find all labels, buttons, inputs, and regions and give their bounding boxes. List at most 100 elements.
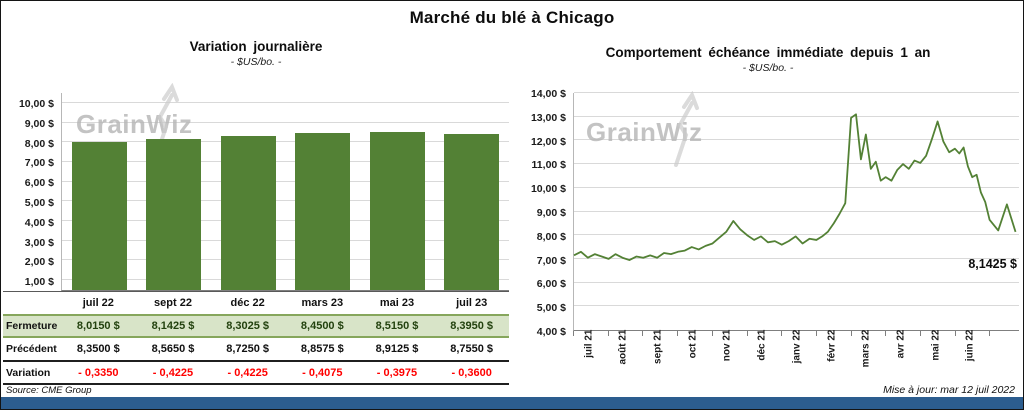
x-axis-label: juin 22 xyxy=(964,329,976,362)
gridline xyxy=(62,141,509,143)
row-label: Variation xyxy=(6,366,51,379)
x-tick xyxy=(989,331,991,336)
daily-variation-panel: Variation journalière - $US/bo. - 10,00 … xyxy=(3,39,509,385)
source-note: Source: CME Group xyxy=(6,385,92,396)
gridline xyxy=(574,257,1019,259)
table-cell: sept 22 xyxy=(154,297,192,309)
close-row: Fermeture 8,0150 $ 8,1425 $ 8,3025 $ 8,4500 … xyxy=(3,314,509,338)
gridline xyxy=(574,186,1019,188)
x-tick xyxy=(711,331,713,336)
x-axis-label: oct 21 xyxy=(687,329,699,359)
table-cell: 8,7550 $ xyxy=(450,343,494,355)
x-tick xyxy=(850,331,852,336)
table-cell: - 0,4225 xyxy=(152,366,194,379)
table-cell: 8,9125 $ xyxy=(375,343,419,355)
gridline xyxy=(62,200,509,202)
y-axis-label: 4,00 $ xyxy=(536,326,566,338)
gridline xyxy=(574,234,1019,236)
x-tick xyxy=(607,331,609,336)
x-tick xyxy=(573,331,574,336)
x-axis-label: sept 21 xyxy=(652,329,664,364)
table-cell: - 0,3600 xyxy=(451,366,492,379)
table-cell: mars 23 xyxy=(301,297,344,309)
price-table: juil 22 sept 22 déc 22 mars 23 mai 23 juil 23… xyxy=(3,291,509,385)
x-axis-label: févr 22 xyxy=(826,329,838,362)
x-tick xyxy=(954,331,956,336)
bar-chart-title: Variation journalière xyxy=(189,39,323,54)
gridline xyxy=(574,92,1019,93)
x-axis-label: juil 21 xyxy=(583,329,595,358)
y-axis-label: 3,00 $ xyxy=(24,236,54,249)
table-cell: - 0,3975 xyxy=(376,366,418,379)
row-label: Fermeture xyxy=(6,320,58,332)
gridline xyxy=(574,115,1019,117)
y-axis-label: 5,00 $ xyxy=(24,196,54,209)
y-axis-label: 1,00 $ xyxy=(24,276,54,289)
table-cell: 8,3025 $ xyxy=(226,320,270,332)
variation-row: Variation - 0,3350 - 0,4225 - 0,4225 - 0,407… xyxy=(3,362,509,385)
x-tick xyxy=(677,331,679,336)
x-axis-label: janv 22 xyxy=(791,329,803,364)
table-cell: 8,7250 $ xyxy=(226,343,270,355)
page-title: Marché du blé à Chicago xyxy=(409,8,615,27)
update-note: Mise à jour: mar 12 juil 2022 xyxy=(883,384,1015,396)
line-y-axis: 14,00 $ 13,00 $ 12,00 $ 11,00 $ 10,00 $ 9,00 … xyxy=(517,88,573,338)
gridline xyxy=(574,281,1019,283)
bar xyxy=(295,133,351,290)
table-cell: - 0,4225 xyxy=(227,366,268,379)
bar xyxy=(369,132,425,290)
table-cell: 8,3950 $ xyxy=(450,320,494,332)
y-axis-label: 4,00 $ xyxy=(24,216,54,229)
table-cell: juil 22 xyxy=(82,297,114,309)
front-month-panel: Comportement échéance immédiate depuis 1… xyxy=(517,39,1019,383)
gridline xyxy=(62,239,509,241)
y-axis-label: 6,00 $ xyxy=(536,278,566,291)
table-cell: 8,5650 $ xyxy=(151,343,195,355)
x-axis-label: mars 22 xyxy=(860,329,872,368)
y-axis-label: 9,00 $ xyxy=(536,207,566,219)
table-cell: déc 22 xyxy=(230,297,265,309)
x-axis-label: déc 21 xyxy=(756,329,768,361)
y-axis-label: 5,00 $ xyxy=(536,302,566,315)
watermark-arrow-icon xyxy=(674,91,699,167)
y-axis-label: 9,00 $ xyxy=(24,117,54,130)
x-tick xyxy=(781,331,783,336)
gridline xyxy=(574,305,1019,307)
table-cell: 8,4500 $ xyxy=(300,320,344,332)
table-cell: 8,3500 $ xyxy=(76,343,120,355)
table-cell: 8,8575 $ xyxy=(300,343,344,355)
x-tick xyxy=(885,331,887,336)
line-chart: 14,00 $ 13,00 $ 12,00 $ 11,00 $ 10,00 $ 9,00 … xyxy=(517,88,1019,338)
y-axis-label: 2,00 $ xyxy=(24,256,54,269)
footer-bar xyxy=(1,397,1023,409)
table-cell: - 0,4075 xyxy=(302,366,343,379)
x-axis-label: mai 22 xyxy=(930,329,942,361)
line-chart-subtitle: - $US/bo. - xyxy=(742,62,794,74)
y-axis-label: 7,00 $ xyxy=(536,254,566,267)
y-axis-label: 11,00 $ xyxy=(531,159,566,172)
gridline xyxy=(62,279,509,281)
x-tick xyxy=(815,331,817,336)
bar-plot-area: GrainWiz xyxy=(61,83,509,291)
y-axis-label: 12,00 $ xyxy=(530,135,566,148)
line-plot-area: GrainWiz 8,1425 $ xyxy=(573,91,1019,331)
bar-chart-subtitle: - $US/bo. - xyxy=(230,56,282,68)
y-axis-label: 8,00 $ xyxy=(24,137,54,150)
row-label: Précédent xyxy=(6,343,57,355)
price-line xyxy=(574,114,1016,260)
x-tick xyxy=(920,331,922,336)
y-axis-label: 7,00 $ xyxy=(24,157,54,170)
line-x-axis: juil 21 août 21 sept 21 oct 21 nov 21 déc 21 j… xyxy=(573,330,1019,383)
gridline xyxy=(62,121,509,123)
table-cell: 8,1425 $ xyxy=(151,320,195,332)
x-tick xyxy=(642,331,644,336)
table-cell: mai 23 xyxy=(379,297,415,309)
table-cell: 8,0150 $ xyxy=(76,320,120,332)
gridline xyxy=(62,259,509,261)
last-value-label: 8,1425 $ xyxy=(968,256,1017,271)
bar xyxy=(220,136,276,290)
x-axis-label: nov 21 xyxy=(721,329,733,362)
gridline xyxy=(62,101,509,103)
bar xyxy=(71,141,127,290)
